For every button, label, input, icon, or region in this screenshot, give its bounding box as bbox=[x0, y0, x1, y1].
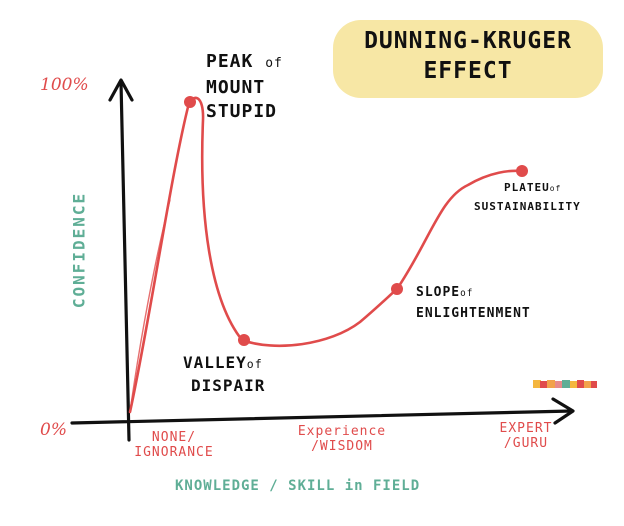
valley-label: VALLEYof DISPAIR bbox=[183, 352, 265, 397]
slope-label: SLOPEof ENLIGHTENMENT bbox=[416, 283, 531, 324]
x-axis-arrowhead bbox=[551, 397, 575, 425]
slope-label-line1: SLOPE bbox=[416, 285, 461, 300]
x-tick-expert-line2: /GURU bbox=[503, 436, 549, 451]
x-axis-line bbox=[70, 409, 574, 425]
x-tick-expert: EXPERT /GURU bbox=[486, 421, 566, 451]
title-banner bbox=[333, 20, 603, 98]
valley-label-line1: VALLEY bbox=[183, 353, 247, 372]
slope-point bbox=[391, 283, 403, 295]
x-tick-none-line2: IGNORANCE bbox=[134, 445, 214, 460]
x-tick-expert-line1: EXPERT bbox=[499, 421, 553, 436]
peak-label-line2: MOUNT bbox=[206, 77, 266, 98]
x-tick-experience-line1: Experience bbox=[297, 424, 387, 439]
y-axis-line bbox=[119, 80, 131, 442]
diagram-title: DUNNING-KRUGER EFFECT bbox=[333, 26, 603, 86]
color-swatch-marks bbox=[533, 380, 597, 388]
plateau-label: PLATEUof SUSTAINABILITY bbox=[474, 179, 581, 216]
y-tick-100: 100% bbox=[40, 75, 89, 95]
valley-point bbox=[238, 334, 250, 346]
plateau-point bbox=[516, 165, 528, 177]
x-tick-experience: Experience /WISDOM bbox=[282, 424, 402, 454]
peak-label-line1: PEAK bbox=[206, 51, 254, 72]
plateau-label-line2: SUSTAINABILITY bbox=[474, 200, 581, 213]
y-axis-label: CONFIDENCE bbox=[69, 191, 89, 309]
valley-label-line2: DISPAIR bbox=[191, 376, 266, 395]
peak-label-line3: STUPID bbox=[206, 101, 278, 122]
title-line-2: EFFECT bbox=[423, 58, 513, 84]
slope-label-of: of bbox=[460, 288, 474, 299]
peak-label-of: of bbox=[265, 56, 283, 71]
peak-label: PEAK of MOUNT STUPID bbox=[206, 50, 283, 124]
slope-label-line2: ENLIGHTENMENT bbox=[416, 306, 531, 321]
x-tick-experience-line2: /WISDOM bbox=[311, 439, 373, 454]
x-tick-none-line1: NONE/ bbox=[151, 430, 197, 445]
plateau-label-line1: PLATEU bbox=[504, 181, 550, 194]
y-axis-arrowhead bbox=[108, 78, 134, 102]
y-tick-0: 0% bbox=[40, 420, 67, 440]
x-tick-none: NONE/ IGNORANCE bbox=[124, 430, 224, 460]
curve-sketch-stroke bbox=[129, 199, 171, 413]
valley-label-of: of bbox=[246, 357, 263, 371]
peak-point bbox=[184, 96, 196, 108]
title-line-1: DUNNING-KRUGER bbox=[364, 28, 572, 54]
plateau-label-of: of bbox=[549, 184, 562, 193]
x-axis-label: KNOWLEDGE / SKILL in FIELD bbox=[175, 478, 421, 494]
